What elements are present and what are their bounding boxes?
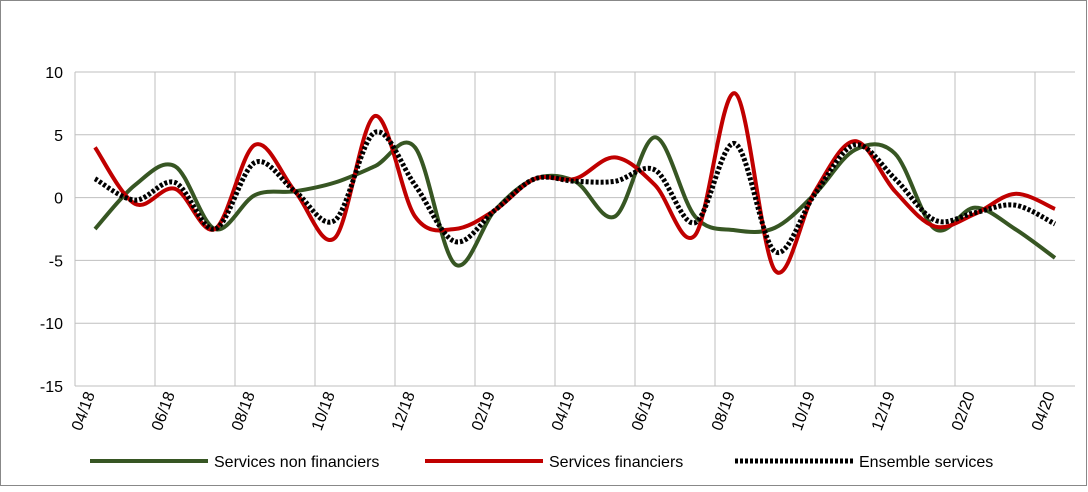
y-tick-label: 0 [54, 191, 63, 208]
legend-label: Services non financiers [214, 454, 379, 471]
legend-label: Services financiers [549, 454, 683, 471]
y-tick-label: -15 [40, 379, 63, 396]
series-line [93, 91, 1056, 275]
y-tick-label: -10 [40, 316, 63, 333]
y-tick-label: -5 [49, 253, 63, 270]
legend-label: Ensemble services [859, 454, 993, 471]
series-line [93, 129, 1057, 256]
series-line [93, 135, 1057, 268]
y-tick-label: 5 [54, 128, 63, 145]
y-tick-label: 10 [45, 65, 63, 82]
